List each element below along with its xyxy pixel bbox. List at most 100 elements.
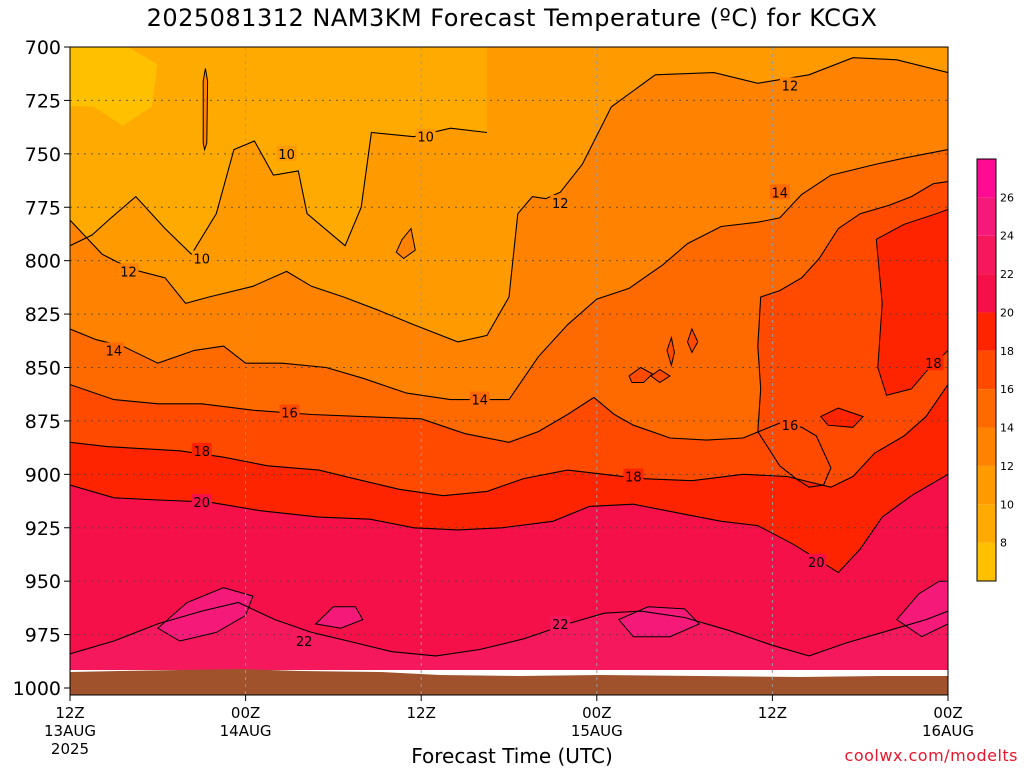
contour-label-bg [191,250,212,266]
contour-label-bg [550,615,571,631]
grid-lines [70,47,948,695]
contour-label-bg [806,553,827,569]
x-tick-label: 00Z [933,704,962,722]
contour-label-20: 20 [808,556,825,571]
contour-label-bg [415,128,436,144]
contour-label-bg [550,194,571,210]
colorbar-label-20: 20 [1000,306,1014,319]
x-tick-label: 2025 [51,740,89,758]
contour-label-bg [469,391,490,407]
temp-island-16 [686,327,699,354]
contour-label-12: 12 [782,79,799,94]
contour-label-bg [103,342,124,358]
plot-frame [69,46,949,696]
temp-island-18 [875,208,948,396]
chart-title: 2025081312 NAM3KM Forecast Temperature (… [146,4,878,32]
temp-island-24 [314,606,364,629]
contour-14 [70,149,948,401]
colorbar-label-18: 18 [1000,345,1014,358]
colorbar-band-26 [977,159,996,198]
temp-island-16 [666,335,675,368]
temp-island-24 [896,580,948,638]
contour-label-14: 14 [771,186,788,201]
contour-label-bg [779,417,800,433]
contour-label-10: 10 [417,131,434,146]
x-tick-label: 16AUG [922,722,974,740]
contour-label-bg [191,442,212,458]
contour-16 [70,181,948,488]
y-tick-label-875: 875 [25,411,61,433]
colorbar-label-8: 8 [1000,537,1007,550]
colorbar-band-12 [977,427,996,466]
contour-label-bg [279,404,300,420]
contour-label-bg [923,355,944,371]
colorbar-band-24 [977,197,996,236]
contour-label-10: 10 [278,148,295,163]
ground [70,669,948,695]
x-tick-label: 13AUG [44,722,96,740]
contour-22 [70,601,948,657]
temp-island-24 [617,606,701,638]
colorbar-band-6 [977,542,996,581]
y-tick-label-950: 950 [25,571,61,593]
x-tick-label: 15AUG [571,722,623,740]
y-tick-label-925: 925 [25,518,61,540]
contour-label-12: 12 [552,197,569,212]
temp-island-12 [202,68,209,152]
y-tick-label-975: 975 [25,625,61,647]
y-tick-label-700: 700 [25,37,61,59]
contour-10 [70,127,488,256]
colorbar-label-14: 14 [1000,422,1014,435]
x-tick-label: 12Z [407,704,436,722]
x-axis-label: Forecast Time (UTC) [411,744,613,768]
colorbar-label-26: 26 [1000,191,1014,204]
ground-band [70,669,948,695]
contour-label-22: 22 [552,618,569,633]
contour-label-18: 18 [925,357,942,372]
y-tick-label-900: 900 [25,464,61,486]
y-axis: 700 725 750 775 800 825 850 875 900 925 950 975 1000 [13,37,70,700]
y-tick-label-800: 800 [25,251,61,273]
x-tick-label: 12Z [758,704,787,722]
contour-label-bg [276,145,297,161]
contour-label-bg [191,494,212,510]
colorbar-frame [976,158,997,582]
contour-label-bg [779,77,800,93]
temp-island-24 [156,587,254,642]
contour-label-bg [118,263,139,279]
contour-label-10: 10 [193,253,210,268]
y-tick-label-750: 750 [25,144,61,166]
x-tick-label: 14AUG [220,722,272,740]
colorbar-label-16: 16 [1000,383,1014,396]
contour-label-16: 16 [281,406,298,421]
colorbar-label-12: 12 [1000,460,1014,473]
y-tick-label-850: 850 [25,358,61,380]
contour-label-16: 16 [782,419,799,434]
temp-island-16 [650,368,671,384]
contour-label-bg [769,184,790,200]
colorbar-label-22: 22 [1000,268,1014,281]
contour-label-14: 14 [106,344,123,359]
x-tick-label: 00Z [582,704,611,722]
contour-20 [70,473,948,574]
colorbar-band-16 [977,350,996,390]
y-tick-label-1000: 1000 [13,678,61,700]
colorbar: 8 10 12 14 16 18 20 22 24 26 [976,158,1014,582]
contour-label-22: 22 [296,635,313,650]
temp-island-18 [819,407,865,428]
contour-label-bg [294,632,315,648]
contour-label-20: 20 [193,496,210,511]
y-tick-label-725: 725 [25,90,61,112]
colorbar-band-14 [977,389,996,428]
source-credit: coolwx.com/modelts [844,746,1018,765]
colorbar-band-22 [977,235,996,275]
x-tick-label: 00Z [231,704,260,722]
y-tick-label-825: 825 [25,304,61,326]
colorbar-band-18 [977,312,996,351]
colorbar-band-10 [977,465,996,505]
contour-label-bg [623,468,644,484]
filled-contours [70,47,948,691]
colorbar-label-24: 24 [1000,230,1014,243]
